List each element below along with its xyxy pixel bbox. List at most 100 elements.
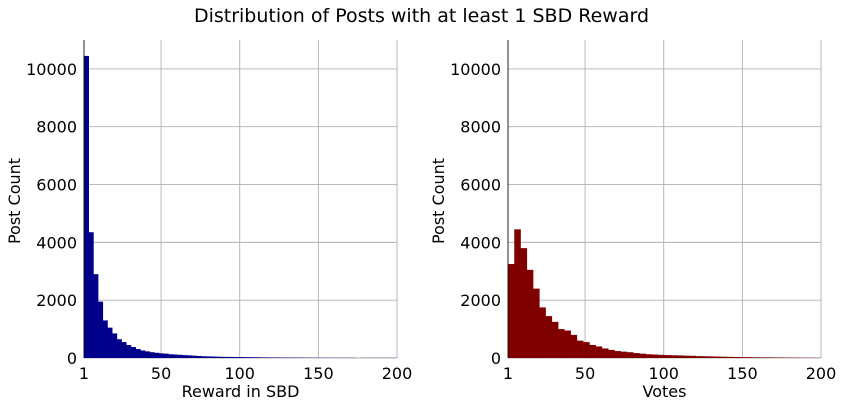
histogram-bar	[658, 354, 665, 358]
histogram-bar	[608, 349, 615, 358]
histogram-bar	[253, 357, 259, 358]
y-tick-label: 8000	[460, 118, 501, 137]
histogram-bar	[614, 351, 621, 358]
histogram-bar	[764, 357, 772, 358]
y-tick-label: 0	[67, 349, 77, 368]
x-tick-label: 1	[503, 364, 513, 383]
histogram-bar	[770, 357, 778, 358]
histogram-bar	[589, 344, 596, 358]
x-tick-label: 150	[303, 364, 334, 383]
histogram-bar	[720, 356, 728, 358]
histogram-bar	[215, 356, 221, 358]
histogram-bar	[248, 357, 254, 358]
histogram-bar	[620, 351, 628, 358]
histogram-bar	[173, 354, 179, 358]
histogram-bar	[159, 353, 165, 358]
histogram-bar	[639, 353, 647, 358]
histogram-bar	[745, 357, 753, 358]
histogram-bar	[508, 264, 515, 358]
histogram-bar	[739, 357, 747, 358]
histogram-bar	[140, 350, 146, 358]
histogram-bar	[267, 357, 273, 358]
histogram-bar	[154, 352, 160, 358]
histogram-bar	[135, 349, 141, 358]
histogram-bar	[664, 355, 672, 358]
histogram-bar	[206, 356, 212, 358]
histogram-bar	[98, 301, 104, 358]
histogram-bar	[595, 346, 603, 358]
histogram-bar	[276, 357, 282, 358]
histogram-bar	[576, 340, 584, 358]
histogram-bar	[229, 356, 235, 358]
histogram-bar	[116, 339, 122, 358]
y-tick-label: 10000	[450, 60, 501, 79]
y-axis-label: Post Count	[5, 158, 24, 244]
x-tick-label: 150	[727, 364, 758, 383]
histogram-bar	[149, 352, 155, 358]
histogram-bar	[670, 355, 678, 358]
histogram-bar	[243, 357, 249, 358]
histogram-bar	[262, 357, 268, 358]
x-tick-label: 50	[151, 364, 171, 383]
histogram-bar	[733, 356, 740, 358]
y-tick-label: 0	[491, 349, 501, 368]
right-histogram-panel: 1 50 100 150 2000200040006000800010000VotesP…	[429, 40, 836, 401]
histogram-bar	[182, 355, 188, 358]
histogram-bar	[168, 354, 174, 358]
histogram-bar	[645, 354, 653, 358]
histogram-bar	[88, 232, 94, 358]
histogram-bar	[187, 355, 193, 358]
histogram-bar	[177, 354, 183, 358]
histogram-bar	[102, 320, 108, 358]
histogram-bar	[677, 355, 684, 358]
histogram-bar	[520, 248, 528, 358]
histogram-bar	[271, 357, 277, 358]
y-tick-label: 2000	[460, 291, 501, 310]
histogram-bar	[651, 354, 659, 358]
histogram-bar	[551, 321, 559, 358]
histogram-bar	[683, 355, 690, 358]
histogram-bar	[224, 356, 230, 358]
histogram-bar	[714, 356, 722, 358]
histogram-bar	[514, 229, 521, 358]
histogram-bar	[777, 357, 784, 358]
histogram-bar	[201, 356, 207, 358]
x-tick-label: 100	[648, 364, 679, 383]
x-tick-label: 200	[806, 364, 837, 383]
histogram-bar	[163, 353, 169, 358]
histogram-bar	[626, 352, 634, 358]
histogram-bar	[702, 356, 709, 358]
histogram-bar	[689, 355, 697, 358]
histogram-bar	[196, 355, 202, 358]
x-tick-label: 50	[575, 364, 595, 383]
histogram-bar	[234, 357, 240, 358]
left-histogram-panel: 1 50 100 150 2000200040006000800010000Reward…	[5, 40, 412, 401]
histogram-bar	[695, 356, 703, 358]
y-tick-label: 6000	[460, 176, 501, 195]
histogram-bar	[539, 307, 546, 358]
histogram-bar	[708, 356, 715, 358]
histogram-bar	[601, 348, 609, 358]
x-tick-label: 1	[79, 364, 89, 383]
histogram-bar	[545, 316, 553, 358]
histogram-bar	[583, 342, 590, 358]
histogram-bar	[220, 356, 226, 358]
histogram-bar	[210, 356, 216, 358]
histogram-bar	[145, 351, 151, 358]
y-tick-label: 4000	[460, 233, 501, 252]
histogram-bar	[533, 288, 540, 358]
x-axis-label: Votes	[643, 382, 687, 401]
histogram-bar	[526, 269, 534, 358]
histogram-bar	[257, 357, 263, 358]
x-tick-label: 100	[224, 364, 255, 383]
y-tick-label: 8000	[36, 118, 77, 137]
histogram-bar	[570, 334, 578, 358]
histogram-bar	[121, 342, 127, 358]
y-tick-label: 4000	[36, 233, 77, 252]
histogram-bar	[126, 344, 132, 358]
histogram-bar	[93, 274, 99, 358]
histogram-bar	[107, 327, 113, 358]
histogram-bar	[191, 355, 197, 358]
y-tick-label: 2000	[36, 291, 77, 310]
